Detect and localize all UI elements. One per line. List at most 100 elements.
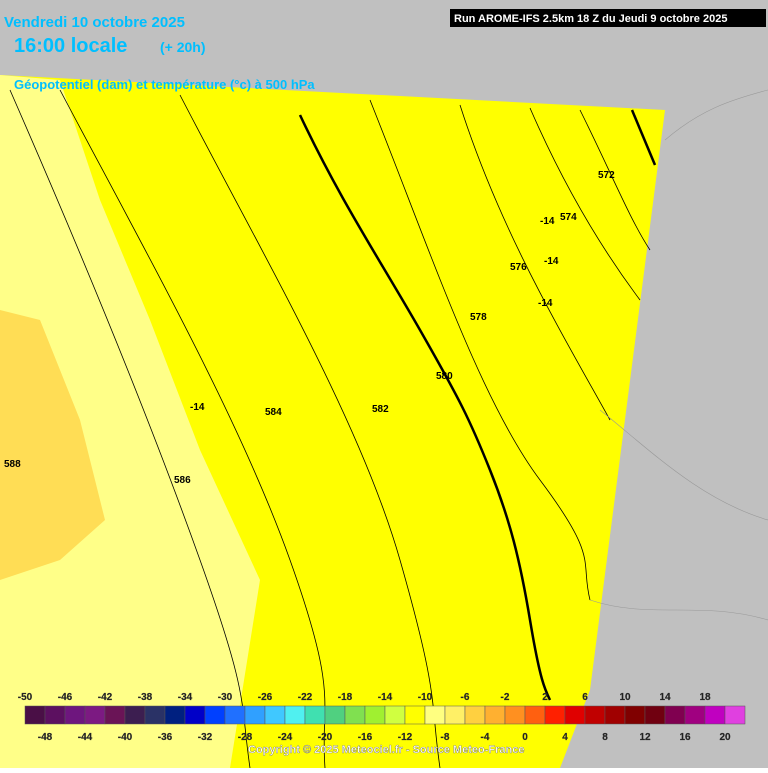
color-swatch bbox=[624, 705, 646, 725]
warmer-zone bbox=[0, 310, 105, 580]
colorbar-label: -30 bbox=[218, 692, 233, 703]
color-swatch bbox=[404, 705, 426, 725]
colorbar-label: -20 bbox=[318, 732, 333, 743]
colorbar-label: -12 bbox=[398, 732, 413, 743]
colorbar-label: 16 bbox=[679, 732, 691, 743]
color-swatch bbox=[144, 705, 166, 725]
border-line bbox=[630, 109, 657, 166]
color-swatch bbox=[224, 705, 246, 725]
run-info: Run AROME-IFS 2.5km 18 Z du Jeudi 9 octo… bbox=[454, 13, 727, 25]
contour-label: -14 bbox=[544, 256, 559, 267]
warm-zone bbox=[0, 75, 260, 768]
color-swatch bbox=[484, 705, 506, 725]
color-swatch bbox=[104, 705, 126, 725]
color-swatch bbox=[84, 705, 106, 725]
color-swatch bbox=[584, 705, 606, 725]
color-swatch bbox=[184, 705, 206, 725]
contour-label: -14 bbox=[540, 216, 555, 227]
colorbar-label: -36 bbox=[158, 732, 173, 743]
colorbar-label: -34 bbox=[178, 692, 193, 703]
color-swatch bbox=[244, 705, 266, 725]
color-swatch bbox=[464, 705, 486, 725]
colorbar-label: -10 bbox=[418, 692, 433, 703]
color-swatch bbox=[324, 705, 346, 725]
colorbar-label: 10 bbox=[619, 692, 631, 703]
color-swatch bbox=[304, 705, 326, 725]
parameter: Géopotentiel (dam) et température (°c) à… bbox=[14, 77, 315, 92]
colorbar-label: -14 bbox=[378, 692, 393, 703]
contours bbox=[9, 89, 651, 769]
colorbar-label: -42 bbox=[98, 692, 113, 703]
colorbar: -50-48-46-44-42-40-38-36-34-32-30-28-26-… bbox=[18, 692, 746, 743]
color-swatch bbox=[564, 705, 586, 725]
colorbar-label: -48 bbox=[38, 732, 53, 743]
copyright: Copyright © 2025 Meteociel.fr - Source M… bbox=[248, 744, 524, 756]
color-swatch bbox=[264, 705, 286, 725]
color-swatch bbox=[124, 705, 146, 725]
colorbar-label: 4 bbox=[562, 732, 568, 743]
colorbar-label: -8 bbox=[441, 732, 450, 743]
contour-label: 586 bbox=[174, 475, 191, 486]
colorbar-label: 12 bbox=[639, 732, 651, 743]
color-swatch bbox=[524, 705, 546, 725]
color-swatch bbox=[284, 705, 306, 725]
contour-label: 580 bbox=[436, 371, 453, 382]
color-swatch bbox=[704, 705, 726, 725]
colorbar-label: -24 bbox=[278, 732, 293, 743]
color-swatch bbox=[684, 705, 706, 725]
color-swatch bbox=[344, 705, 366, 725]
date: Vendredi 10 octobre 2025 bbox=[4, 14, 185, 31]
contour-label: 578 bbox=[470, 312, 487, 323]
contour-line bbox=[369, 99, 591, 601]
colorbar-label: -22 bbox=[298, 692, 313, 703]
coast bbox=[589, 599, 768, 621]
contour-label: 576 bbox=[510, 262, 527, 273]
run-box bbox=[450, 9, 766, 27]
color-swatch bbox=[44, 705, 66, 725]
color-swatch bbox=[644, 705, 666, 725]
border-line bbox=[298, 114, 552, 701]
contour-line bbox=[529, 107, 641, 301]
colorbar-label: -32 bbox=[198, 732, 213, 743]
contour-line bbox=[459, 104, 611, 421]
color-swatch bbox=[24, 705, 46, 725]
color-swatch bbox=[544, 705, 566, 725]
colorbar-label: 18 bbox=[699, 692, 711, 703]
contour-label: 572 bbox=[598, 170, 615, 181]
colorbar-label: -6 bbox=[461, 692, 470, 703]
color-swatch bbox=[724, 705, 746, 725]
coast bbox=[664, 89, 768, 141]
colorbar-label: -16 bbox=[358, 732, 373, 743]
color-swatch bbox=[424, 705, 446, 725]
contour-label: 588 bbox=[4, 459, 21, 470]
color-swatch bbox=[604, 705, 626, 725]
colorbar-label: -28 bbox=[238, 732, 253, 743]
colorbar-label: -50 bbox=[18, 692, 33, 703]
color-swatch bbox=[504, 705, 526, 725]
color-swatch bbox=[384, 705, 406, 725]
color-swatch bbox=[164, 705, 186, 725]
colorbar-label: 8 bbox=[602, 732, 608, 743]
contour-label: -14 bbox=[538, 298, 553, 309]
contour-label: -14 bbox=[190, 402, 205, 413]
contour-label: 582 bbox=[372, 404, 389, 415]
color-swatch bbox=[64, 705, 86, 725]
colorbar-label: 6 bbox=[582, 692, 588, 703]
contour-label: 584 bbox=[265, 407, 282, 418]
color-swatch bbox=[364, 705, 386, 725]
colorbar-label: 0 bbox=[522, 732, 528, 743]
contour-label: 574 bbox=[560, 212, 577, 223]
color-swatch bbox=[204, 705, 226, 725]
colorbar-label: 20 bbox=[719, 732, 731, 743]
colorbar-label: 14 bbox=[659, 692, 671, 703]
color-swatch bbox=[664, 705, 686, 725]
color-swatch bbox=[444, 705, 466, 725]
time: 16:00 locale bbox=[14, 35, 127, 57]
colorbar-label: -40 bbox=[118, 732, 133, 743]
colorbar-label: 2 bbox=[542, 692, 548, 703]
colorbar-label: -44 bbox=[78, 732, 93, 743]
colorbar-label: -4 bbox=[481, 732, 490, 743]
colorbar-label: -2 bbox=[501, 692, 510, 703]
